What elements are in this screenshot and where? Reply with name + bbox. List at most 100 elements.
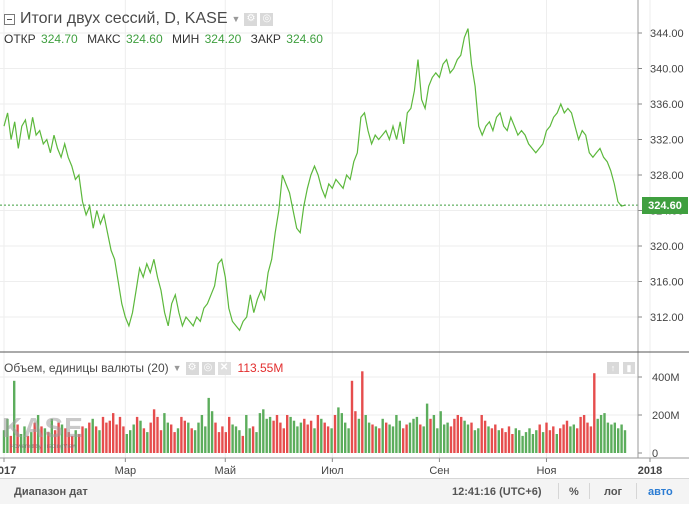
move-pane-up-icon[interactable]: ↑ [607,362,619,374]
volume-bar [77,434,81,453]
auto-scale-toggle[interactable]: авто [648,486,673,498]
volume-bar [255,432,258,453]
volume-bar [173,432,176,453]
volume-bar [139,420,142,453]
volume-bars [2,371,627,453]
volume-bar [576,428,579,453]
clock-readout[interactable]: 12:41:16 (UTC+6) [452,486,542,498]
volume-bar [436,428,439,453]
volume-bar [64,428,67,453]
volume-bar [439,411,442,453]
volume-bar [217,432,221,453]
volume-bar [596,418,599,453]
volume-bar [347,428,350,453]
volume-bar [262,409,265,453]
maximize-icon[interactable]: ▮ [623,362,635,374]
current-price-label: 324.60 [642,197,688,214]
hide-icon[interactable]: ◎ [260,12,274,26]
volume-bar [354,411,357,453]
time-tick-label: Мар [115,465,137,477]
volume-bar [398,420,401,453]
volume-bar [456,415,459,453]
low-value: 324.20 [204,32,242,46]
volume-bar [26,435,30,453]
volume-bar [36,415,40,453]
volume-bar [268,416,272,453]
volume-bar [538,424,541,453]
pane-separators [0,0,689,459]
close-icon[interactable]: ✕ [217,361,231,375]
volume-bar [94,426,98,453]
price-tick-label: 344.00 [650,28,684,40]
low-label: МИН [171,32,200,46]
volume-bar [132,424,135,453]
price-line [3,28,626,332]
volume-bar [67,432,70,453]
kase-logo-watermark: KASE [2,412,84,443]
volume-bar [514,428,517,453]
volume-bar [620,424,623,453]
volume-bar [224,432,227,453]
settings-icon[interactable]: ⚙ [244,12,258,26]
dropdown-caret-icon[interactable]: ▼ [231,14,241,24]
volume-bar [296,426,299,453]
volume-bar [559,428,562,453]
volume-bar [98,430,101,453]
volume-bar [282,428,285,453]
volume-bar [190,428,193,453]
volume-bar [193,430,197,453]
volume-bar [166,422,169,453]
volume-bar [511,434,514,453]
log-toggle[interactable]: лог [604,486,623,498]
volume-bar [200,415,204,453]
volume-bar [210,411,214,453]
volume-bar [323,422,326,453]
volume-bar [16,424,19,453]
volume-bar [9,435,12,453]
volume-bar [149,422,152,453]
volume-bar [579,416,582,453]
price-tick-label: 320.00 [650,241,684,253]
volume-hide-icon[interactable]: ◎ [201,361,215,375]
volume-bar [422,426,425,453]
date-range-button[interactable]: Диапазон дат [14,486,88,498]
volume-bar [6,418,9,453]
volume-bar [251,426,255,453]
volume-bar [309,420,313,453]
volume-bar [303,418,306,453]
volume-bar [524,432,528,453]
price-tick-label: 340.00 [650,64,684,76]
volume-bar [350,380,354,453]
volume-bar [378,428,381,453]
volume-bar [586,422,589,453]
volume-bar [381,418,384,453]
volume-bar [125,434,128,453]
volume-bar [408,422,412,453]
time-tick-label: Ноя [536,465,556,477]
volume-bar [258,413,262,453]
volume-bar [30,432,33,453]
volume-title: Объем, единицы валюты (20) [4,361,169,375]
volume-bar [344,422,347,453]
volume-bar [142,428,146,453]
volume-bar [333,415,337,453]
volume-bar [292,420,296,453]
price-tick-label: 312.00 [650,312,684,324]
volume-bar [402,428,405,453]
volume-bar [245,415,248,453]
volume-bar [357,418,361,453]
volume-bar [599,415,603,453]
volume-settings-icon[interactable]: ⚙ [185,361,199,375]
divider [589,483,590,499]
close-value: 324.60 [286,32,323,46]
volume-bar [163,413,166,453]
volume-bar [371,424,374,453]
volume-bar [470,422,473,453]
volume-dropdown-caret-icon[interactable]: ▼ [172,363,182,373]
collapse-icon[interactable] [4,13,15,25]
volume-bar [460,416,463,453]
percent-toggle[interactable]: % [569,486,579,498]
price-tick-label: 316.00 [650,277,684,289]
